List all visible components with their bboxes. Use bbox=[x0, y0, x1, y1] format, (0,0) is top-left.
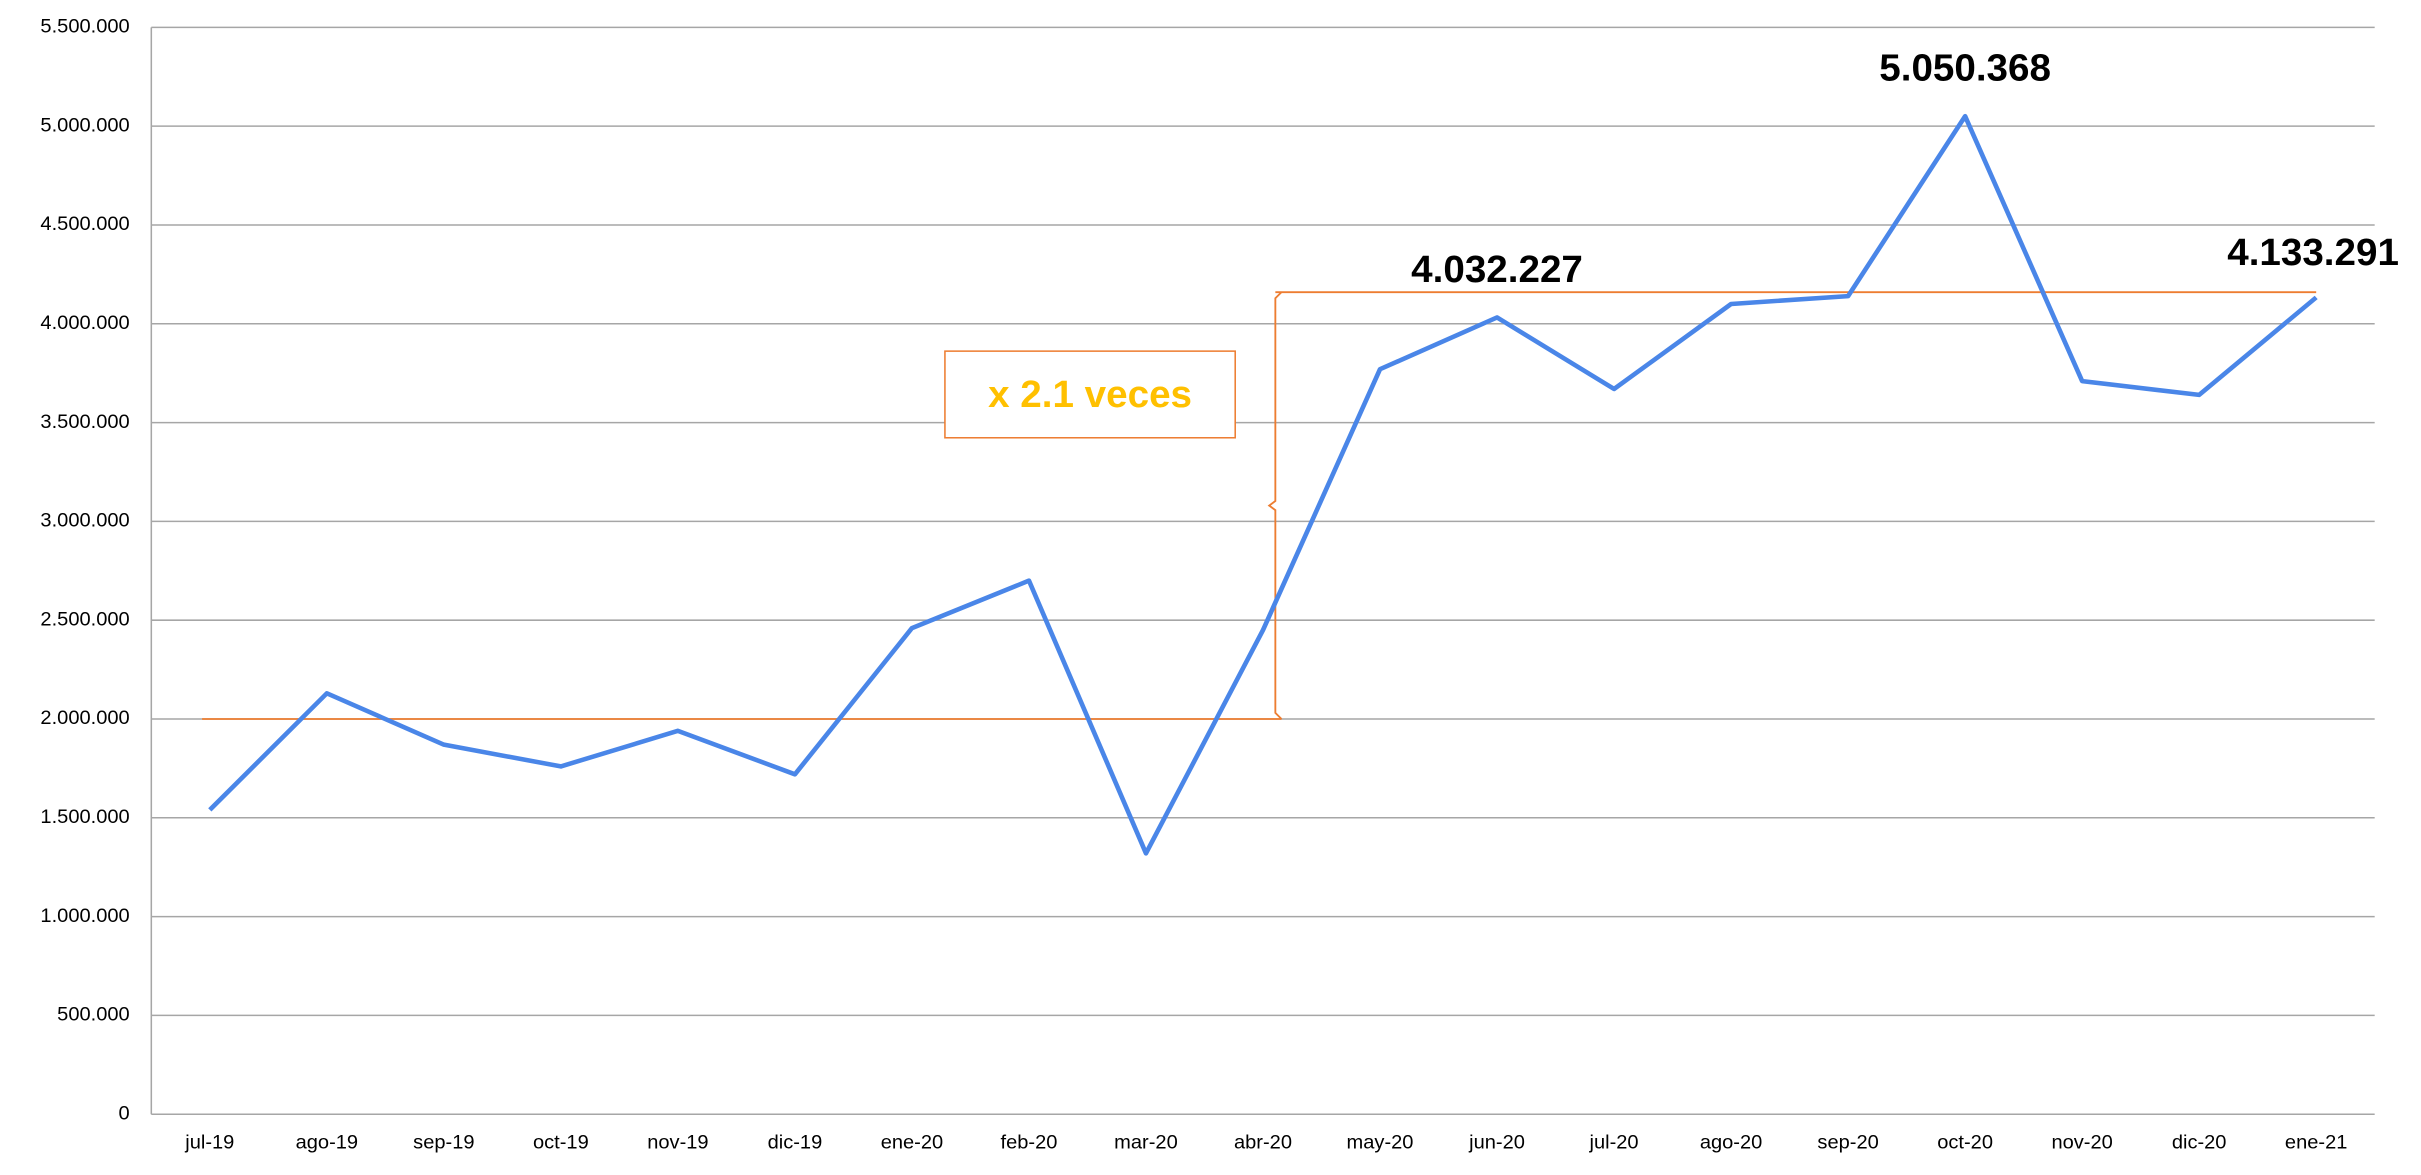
x-tick-label: abr-20 bbox=[1234, 1131, 1292, 1153]
x-tick-label: ago-19 bbox=[296, 1131, 358, 1153]
y-tick-label: 1.000.000 bbox=[40, 905, 129, 927]
x-tick-label: mar-20 bbox=[1114, 1131, 1178, 1153]
x-tick-label: nov-19 bbox=[647, 1131, 708, 1153]
x-tick-label: sep-19 bbox=[413, 1131, 474, 1153]
y-tick-label: 2.000.000 bbox=[40, 707, 129, 729]
data-label: 4.133.291 bbox=[2227, 231, 2399, 274]
y-tick-label: 0 bbox=[119, 1103, 130, 1125]
x-tick-label: oct-19 bbox=[533, 1131, 589, 1153]
y-tick-label: 5.000.000 bbox=[40, 115, 129, 137]
x-tick-label: feb-20 bbox=[1001, 1131, 1058, 1153]
x-tick-label: ene-21 bbox=[2285, 1131, 2347, 1153]
x-tick-label: dic-20 bbox=[2172, 1131, 2227, 1153]
y-tick-label: 3.500.000 bbox=[40, 411, 129, 433]
x-tick-label: dic-19 bbox=[768, 1131, 823, 1153]
y-tick-label: 1.500.000 bbox=[40, 806, 129, 828]
x-tick-label: ago-20 bbox=[1700, 1131, 1762, 1153]
x-tick-label: ene-20 bbox=[881, 1131, 943, 1153]
data-label: 4.032.227 bbox=[1411, 248, 1583, 291]
bracket bbox=[1267, 291, 1283, 720]
x-tick-label: sep-20 bbox=[1817, 1131, 1878, 1153]
y-tick-label: 4.500.000 bbox=[40, 213, 129, 235]
y-tick-label: 3.000.000 bbox=[40, 510, 129, 532]
x-tick-label: oct-20 bbox=[1937, 1131, 1993, 1153]
annotation: x 2.1 veces bbox=[988, 373, 1192, 416]
line-series bbox=[208, 113, 2318, 856]
y-tick-label: 500.000 bbox=[57, 1004, 130, 1026]
y-tick-label: 5.500.000 bbox=[40, 16, 129, 38]
x-tick-label: may-20 bbox=[1347, 1131, 1414, 1153]
x-tick-label: jul-19 bbox=[184, 1131, 234, 1153]
y-tick-label: 4.000.000 bbox=[40, 312, 129, 334]
y-tick-label: 2.500.000 bbox=[40, 609, 129, 631]
annotation-box bbox=[944, 350, 1236, 439]
x-tick-label: jul-20 bbox=[1589, 1131, 1639, 1153]
x-tick-label: nov-20 bbox=[2051, 1131, 2112, 1153]
data-label: 5.050.368 bbox=[1879, 47, 2051, 90]
x-tick-label: jun-20 bbox=[1468, 1131, 1525, 1153]
